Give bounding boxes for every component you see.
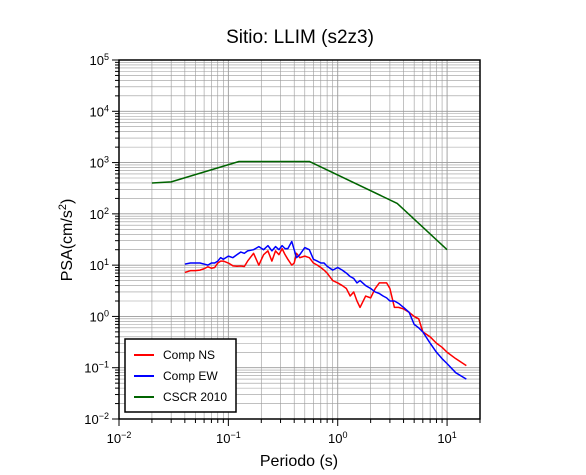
series-line-1: [184, 240, 467, 380]
x-tick-label: 100: [328, 430, 347, 446]
y-tick-label: 103: [90, 155, 109, 171]
legend-label-0: Comp NS: [163, 348, 215, 362]
plot-frame: [118, 59, 481, 420]
series-line-0: [184, 247, 467, 367]
x-tick-label: 101: [437, 430, 456, 446]
y-tick-label: 101: [90, 257, 109, 273]
y-axis-title-base: PSA(cm/s: [59, 210, 76, 281]
x-axis-title: Periodo (s): [260, 453, 338, 470]
series-layer: [151, 160, 467, 380]
y-tick-label: 10−2: [84, 411, 109, 427]
y-axis-title-superscript: 2: [57, 204, 69, 210]
legend-label-2: CSCR 2010: [163, 390, 227, 404]
x-axis-ticks: 10−2 10−1 100 101: [107, 419, 481, 446]
y-tick-label: 105: [90, 52, 109, 68]
y-axis-title: PSA(cm/s2): [57, 199, 76, 282]
grid: [118, 59, 481, 420]
legend-label-1: Comp EW: [163, 369, 218, 383]
y-axis-title-end: ): [59, 199, 76, 204]
chart-title: Sitio: LLIM (s2z3): [226, 27, 374, 48]
x-tick-label: 10−1: [216, 430, 241, 446]
legend: Comp NS Comp EW CSCR 2010: [124, 338, 237, 413]
x-tick-label: 10−2: [107, 430, 132, 446]
y-tick-label: 10−1: [84, 360, 109, 376]
y-tick-label: 100: [90, 308, 109, 324]
y-axis-ticks: 10−2 10−1 100 101 102 103 104 105: [84, 52, 119, 427]
y-tick-label: 102: [90, 206, 109, 222]
series-line-2: [151, 160, 448, 251]
y-tick-label: 104: [90, 103, 109, 119]
